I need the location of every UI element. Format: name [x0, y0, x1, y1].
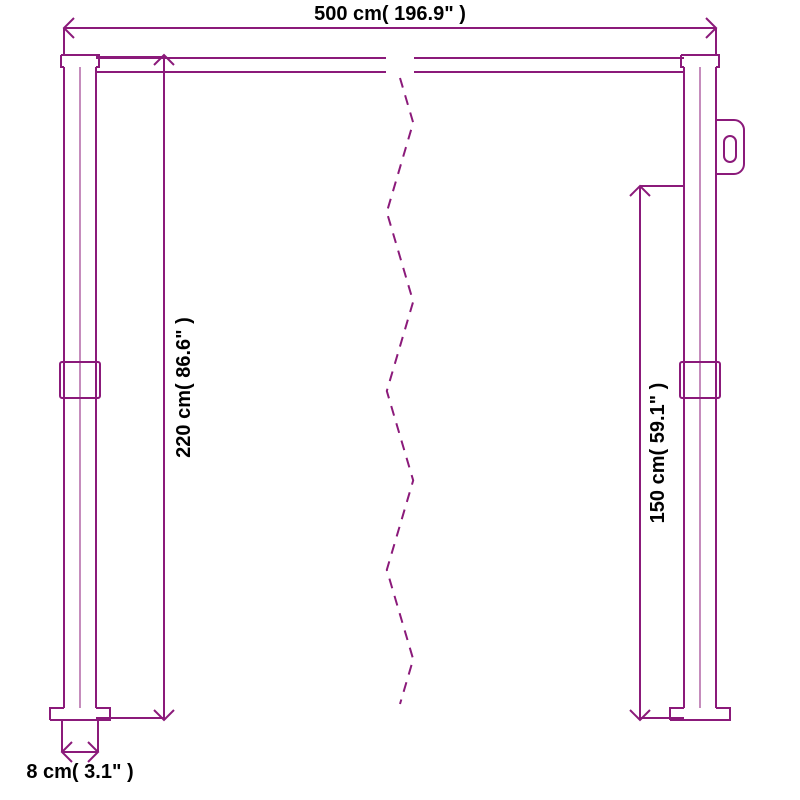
break-line	[387, 78, 413, 704]
pull-handle	[716, 120, 744, 174]
dim-depth-label: 8 cm( 3.1" )	[26, 761, 133, 783]
dim-inner-label: 150 cm( 59.1" )	[647, 383, 669, 524]
dim-width-label: 500 cm( 196.9" )	[314, 3, 466, 25]
dim-height-label: 220 cm( 86.6" )	[173, 317, 195, 458]
dimension-diagram: 500 cm( 196.9" ) 220 cm( 86.6" ) 150 cm( 5…	[0, 0, 800, 800]
